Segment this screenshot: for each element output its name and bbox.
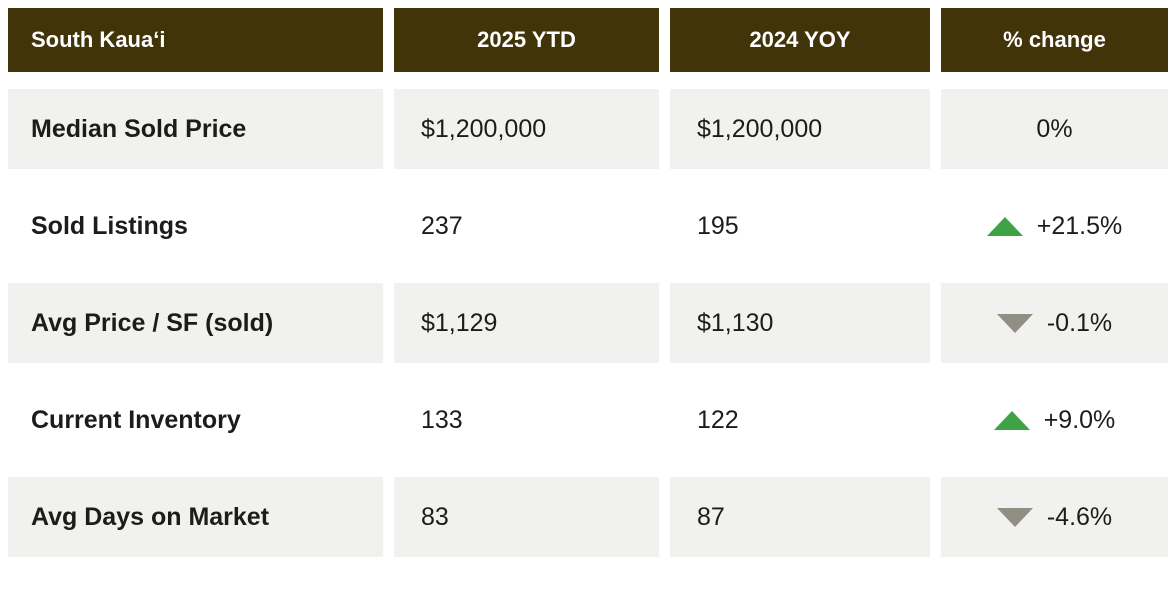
value-2025-ytd: $1,129: [394, 283, 659, 363]
value-2024-yoy: $1,200,000: [670, 89, 930, 169]
column-header-pct-change: % change: [941, 8, 1168, 72]
pct-change-value: -4.6%: [1046, 502, 1113, 531]
value-2025-ytd: $1,200,000: [394, 89, 659, 169]
trend-arrow-icon: [996, 313, 1033, 333]
pct-change-value: +21.5%: [1036, 211, 1123, 240]
value-2024-yoy: 122: [697, 405, 739, 434]
pct-change-value: -0.1%: [1046, 308, 1113, 337]
value-2025-ytd: 133: [421, 405, 463, 434]
row-label-avg-days-on-market: Avg Days on Market: [8, 477, 383, 557]
pct-change-value: 0%: [1036, 114, 1073, 143]
value-2024-yoy: 87: [670, 477, 930, 557]
row-label-median-sold-price: Median Sold Price: [8, 89, 383, 169]
pct-change-cell: -4.6%: [941, 477, 1168, 557]
value-2024-yoy: 195: [697, 211, 739, 240]
pct-change-cell: 0%: [941, 89, 1168, 169]
trend-arrow-icon: [993, 410, 1030, 430]
column-header-2025-ytd: 2025 YTD: [394, 8, 659, 72]
value-2025-ytd: 237: [421, 211, 463, 240]
trend-arrow-icon: [986, 216, 1023, 236]
row-label-current-inventory: Current Inventory: [31, 405, 241, 434]
market-stats-table: South Kauaʻi 2025 YTD 2024 YOY % change …: [8, 8, 1168, 557]
trend-arrow-icon: [996, 507, 1033, 527]
pct-change-cell: +9.0%: [941, 380, 1168, 460]
row-label-sold-listings: Sold Listings: [31, 211, 188, 240]
column-header-2024-yoy: 2024 YOY: [670, 8, 930, 72]
pct-change-cell: +21.5%: [941, 186, 1168, 266]
value-2024-yoy: $1,130: [670, 283, 930, 363]
value-2025-ytd: 83: [394, 477, 659, 557]
table-title-region: South Kauaʻi: [8, 8, 383, 72]
pct-change-value: +9.0%: [1043, 405, 1116, 434]
pct-change-cell: -0.1%: [941, 283, 1168, 363]
row-label-avg-price-sf: Avg Price / SF (sold): [8, 283, 383, 363]
